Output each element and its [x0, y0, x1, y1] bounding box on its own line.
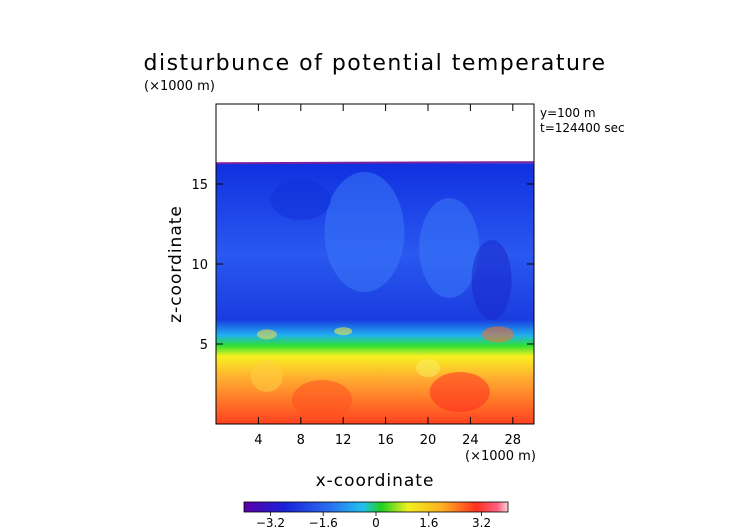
annotation-t: t=124400 sec [540, 121, 625, 135]
x-tick-label: 8 [297, 433, 305, 448]
y-axis-ticks: 5 10 15 [191, 178, 534, 353]
x-tick-label: 16 [377, 433, 394, 448]
z-scale-note: (×1000 m) [144, 79, 215, 94]
colorbar-ticks: −3.2 −1.6 0 1.6 3.2 [256, 512, 491, 530]
chart-title: disturbunce of potential temperature [144, 51, 607, 76]
colorbar-tick-label: 1.6 [419, 516, 438, 530]
y-axis-label: z-coordinate [166, 205, 186, 323]
x-tick-label: 24 [462, 433, 479, 448]
x-tick-label: 12 [335, 433, 352, 448]
x-tick-label: 4 [254, 433, 262, 448]
field-blob [256, 329, 277, 340]
field-blob [481, 326, 514, 343]
x-scale-note: (×1000 m) [465, 449, 536, 464]
x-tick-label: 28 [505, 433, 522, 448]
colorbar-tick-label: 3.2 [472, 516, 491, 530]
field-blob [416, 359, 440, 377]
field-blob [292, 380, 352, 420]
y-tick-label: 15 [191, 178, 208, 193]
annotation-y: y=100 m [540, 106, 596, 120]
colorbar-tick-label: −3.2 [256, 516, 285, 530]
heatmap-field [216, 161, 534, 424]
field-blob [419, 198, 480, 298]
colorbar-tick-label: 0 [372, 516, 380, 530]
field-blob [250, 360, 283, 392]
field-blob [334, 327, 353, 336]
field-blob [429, 372, 490, 412]
y-tick-label: 10 [191, 258, 208, 273]
field-blob [270, 180, 331, 220]
colorbar [243, 501, 509, 513]
field-blob [471, 240, 512, 320]
x-tick-label: 20 [420, 433, 437, 448]
colorbar-tick-label: −1.6 [309, 516, 338, 530]
field-blob [324, 172, 405, 292]
y-tick-label: 5 [200, 338, 208, 353]
field-top-boundary [216, 161, 534, 165]
x-axis-label: x-coordinate [316, 471, 435, 491]
x-axis-ticks: 4 8 12 16 20 24 28 [254, 104, 521, 448]
